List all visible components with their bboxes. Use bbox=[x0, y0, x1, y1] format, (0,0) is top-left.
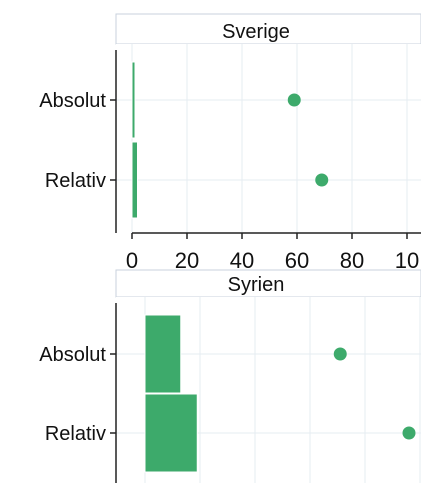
category-label-absolut: Absolut bbox=[39, 90, 106, 112]
facet-strip-syrien bbox=[115, 269, 421, 298]
facet-title-sverige: Sverige bbox=[222, 21, 290, 43]
bar-relativ bbox=[144, 393, 198, 473]
x-tick-label-20: 20 bbox=[175, 248, 199, 273]
bar-relativ bbox=[131, 141, 138, 219]
bar-absolut bbox=[131, 61, 136, 139]
facet-title-syrien: Syrien bbox=[228, 274, 285, 296]
x-tick-label-80: 80 bbox=[340, 248, 364, 273]
point-relativ bbox=[402, 426, 416, 440]
bar-absolut bbox=[144, 314, 182, 394]
x-tick-label-40: 40 bbox=[230, 248, 254, 273]
point-absolut bbox=[287, 93, 301, 107]
panel-sverige: Sverige Absolut Relativ 0 20 40 60 80 10 bbox=[39, 13, 421, 273]
facet-strip-sverige bbox=[115, 13, 421, 45]
category-label-relativ: Relativ bbox=[45, 170, 106, 192]
x-tick-label-0: 0 bbox=[126, 248, 138, 273]
category-label-relativ: Relativ bbox=[45, 423, 106, 445]
category-label-absolut: Absolut bbox=[39, 344, 106, 366]
x-tick-label-100: 10 bbox=[395, 248, 419, 273]
plot-area-sverige bbox=[116, 44, 421, 233]
panel-syrien: Syrien Absolut Relativ bbox=[39, 269, 421, 483]
x-tick-label-60: 60 bbox=[285, 248, 309, 273]
point-absolut bbox=[333, 347, 347, 361]
point-relativ bbox=[315, 173, 329, 187]
